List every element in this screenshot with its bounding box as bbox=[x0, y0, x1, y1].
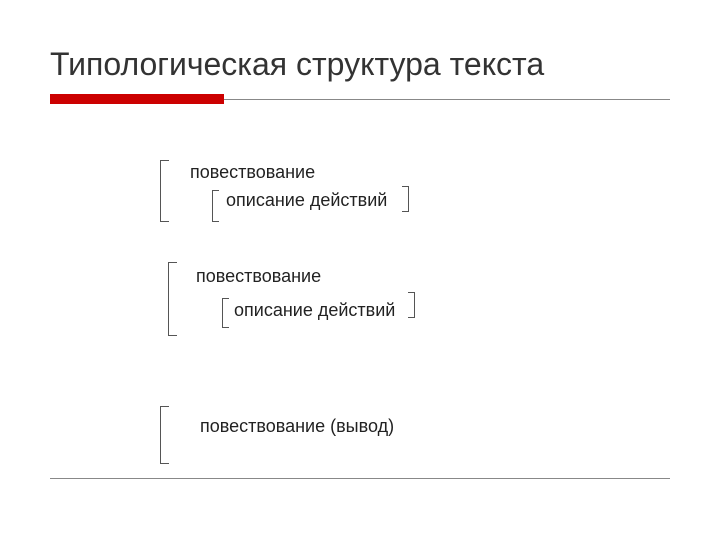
title-thin-rule bbox=[224, 99, 670, 100]
label-block1-inner: описание действий bbox=[226, 190, 387, 211]
bracket-block1-outer-left bbox=[160, 160, 169, 222]
bottom-rule bbox=[50, 478, 670, 479]
bracket-block2-outer-left bbox=[168, 262, 177, 336]
label-block3: повествование (вывод) bbox=[200, 416, 394, 437]
label-block2-inner: описание действий bbox=[234, 300, 395, 321]
slide: { "slide": { "title": "Типологическая ст… bbox=[0, 0, 720, 540]
bracket-block1-inner-right bbox=[402, 186, 409, 212]
bracket-block2-inner-right bbox=[408, 292, 415, 318]
label-block1-outer: повествование bbox=[190, 162, 315, 183]
bracket-block3-left bbox=[160, 406, 169, 464]
bracket-block2-inner-left bbox=[222, 298, 229, 328]
label-block2-outer: повествование bbox=[196, 266, 321, 287]
bracket-block1-inner-left bbox=[212, 190, 219, 222]
slide-title: Типологическая структура текста bbox=[50, 46, 544, 83]
title-accent-rule bbox=[50, 94, 224, 104]
